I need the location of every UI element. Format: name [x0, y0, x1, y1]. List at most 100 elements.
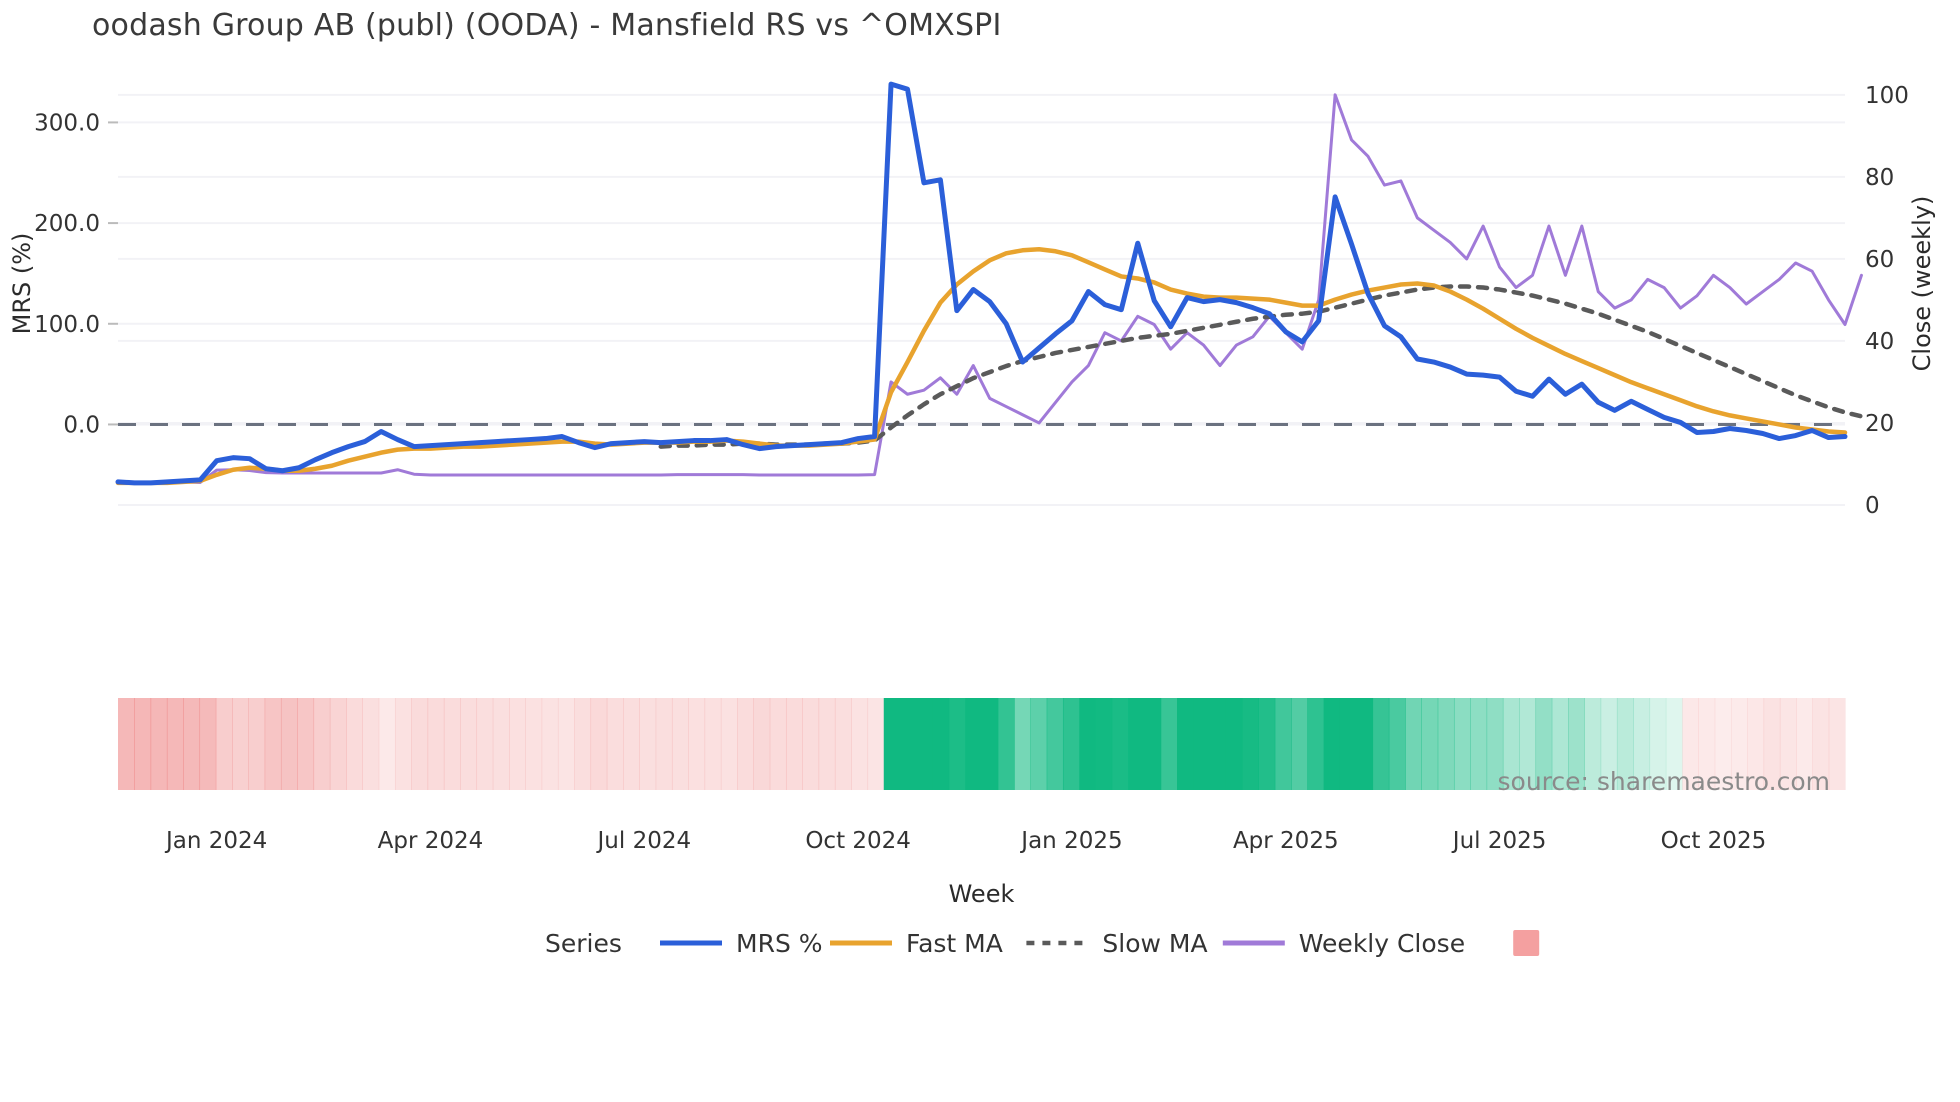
heat-band-cell — [150, 698, 168, 790]
legend: Series MRS % Fast MA Slow MA Weekly Close — [545, 929, 1540, 958]
heat-band-cell — [1323, 698, 1341, 790]
heat-band-cell — [574, 698, 592, 790]
heat-band-cell — [965, 698, 983, 790]
heat-band-cell — [1779, 698, 1797, 790]
heat-band-cell — [557, 698, 575, 790]
heat-band-cell — [1665, 698, 1683, 790]
heat-band-cell — [1144, 698, 1162, 790]
heat-band-cell — [948, 698, 966, 790]
series-line-fast-ma — [115, 247, 1848, 486]
heat-band-cell — [1616, 698, 1634, 790]
heat-band-cell — [1698, 698, 1716, 790]
heat-band-cell — [264, 698, 282, 790]
legend-swatch-swatch[interactable] — [1513, 930, 1540, 956]
heat-band-cell — [476, 698, 494, 790]
heat-band-cell — [867, 698, 885, 790]
heat-band-cell — [1519, 698, 1537, 790]
left-axis-tick-label: 100.0 — [34, 312, 100, 338]
heat-band-cell — [671, 698, 689, 790]
heat-band-cell — [1453, 698, 1471, 790]
heat-band-cell — [720, 698, 738, 790]
right-axis-title: Close (weekly) — [1908, 196, 1936, 372]
right-axis-tick-label: 60 — [1865, 247, 1894, 273]
heat-band-cell — [297, 698, 315, 790]
heat-band-cell — [280, 698, 298, 790]
heat-band-cell — [997, 698, 1015, 790]
heat-band-cell — [590, 698, 608, 790]
x-axis-tick-label: Jan 2024 — [164, 828, 267, 854]
heat-band-cell — [883, 698, 901, 790]
right-axis-tick-label: 0 — [1865, 493, 1880, 519]
heat-band-cell — [134, 698, 152, 790]
heat-band-cell — [1258, 698, 1276, 790]
heat-band-cell — [1291, 698, 1308, 790]
heat-band-cell — [802, 698, 820, 790]
heat-band-cell — [1437, 698, 1455, 790]
heat-band-cell — [1633, 698, 1651, 790]
heat-band-cell — [1111, 698, 1129, 790]
heat-band-cell — [427, 698, 445, 790]
series-line-weekly-close — [116, 93, 1863, 485]
source-label: source: sharemaestro.com — [1498, 767, 1831, 796]
heat-band-cell — [704, 698, 722, 790]
heat-band-cell — [378, 698, 396, 790]
heat-band-cell — [655, 698, 673, 790]
legend-label-weekly-close[interactable]: Weekly Close — [1299, 929, 1465, 958]
heat-band-cell — [509, 698, 526, 790]
x-axis-title: Week — [949, 880, 1015, 908]
heat-band-cell — [1714, 698, 1732, 790]
heat-band-cell — [639, 698, 657, 790]
heat-band-cell — [313, 698, 331, 790]
left-axis-tick-label: 300.0 — [34, 110, 100, 136]
x-axis-tick-label: Jan 2025 — [1019, 828, 1122, 854]
heat-band-cell — [1470, 698, 1488, 790]
x-axis-tick-label: Apr 2025 — [1233, 828, 1339, 854]
heat-band-cell — [1307, 698, 1325, 790]
left-axis-tick-label: 0.0 — [63, 412, 100, 438]
heat-band-cell — [1095, 698, 1113, 790]
heat-band-cell — [183, 698, 201, 790]
series-group — [115, 81, 1864, 486]
legend-label-slow-ma[interactable]: Slow MA — [1102, 929, 1207, 958]
heat-band-cell — [769, 698, 787, 790]
heat-band-cell — [1062, 698, 1080, 790]
heat-band-cell — [1193, 698, 1211, 790]
heat-band-cell — [1177, 698, 1194, 790]
legend-label-mrs[interactable]: MRS % — [736, 929, 823, 958]
heat-band-cell — [329, 698, 347, 790]
heat-band-cell — [411, 698, 429, 790]
heat-band-cell — [1796, 698, 1814, 790]
heat-band-cell — [1405, 698, 1422, 790]
heat-band-cell — [248, 698, 266, 790]
grid-lines — [118, 93, 1845, 506]
heat-band-cell — [1128, 698, 1146, 790]
heat-band-cell — [1225, 698, 1243, 790]
heat-band-cell — [1388, 698, 1406, 790]
heat-band-cell — [737, 698, 754, 790]
heat-band-cell — [118, 698, 135, 790]
left-axis: 300.0 200.0 100.0 0.0 MRS (%) — [8, 110, 118, 438]
legend-label-fast-ma[interactable]: Fast MA — [906, 929, 1003, 958]
x-axis-tick-label: Jul 2024 — [596, 828, 692, 854]
heat-band-cell — [1046, 698, 1064, 790]
heat-band-cell — [460, 698, 478, 790]
heat-band-cell — [851, 698, 869, 790]
heat-band-cell — [753, 698, 771, 790]
heat-band-cell — [606, 698, 624, 790]
heat-band-cell — [1682, 698, 1699, 790]
heat-band-cell — [981, 698, 999, 790]
heat-band-cell — [541, 698, 559, 790]
heat-band-cell — [166, 698, 184, 790]
heat-band-cell — [1649, 698, 1667, 790]
heat-band-cell — [1600, 698, 1618, 790]
heat-band-cell — [1372, 698, 1390, 790]
heat-band-cell — [199, 698, 217, 790]
heat-band-cell — [1242, 698, 1260, 790]
chart-title: oodash Group AB (publ) (OODA) - Mansfiel… — [92, 8, 1002, 43]
heat-band-cell — [362, 698, 380, 790]
right-axis-tick-label: 100 — [1865, 83, 1909, 109]
heat-band-cell — [688, 698, 706, 790]
right-axis-tick-label: 80 — [1865, 165, 1894, 191]
heat-band-cell — [818, 698, 836, 790]
